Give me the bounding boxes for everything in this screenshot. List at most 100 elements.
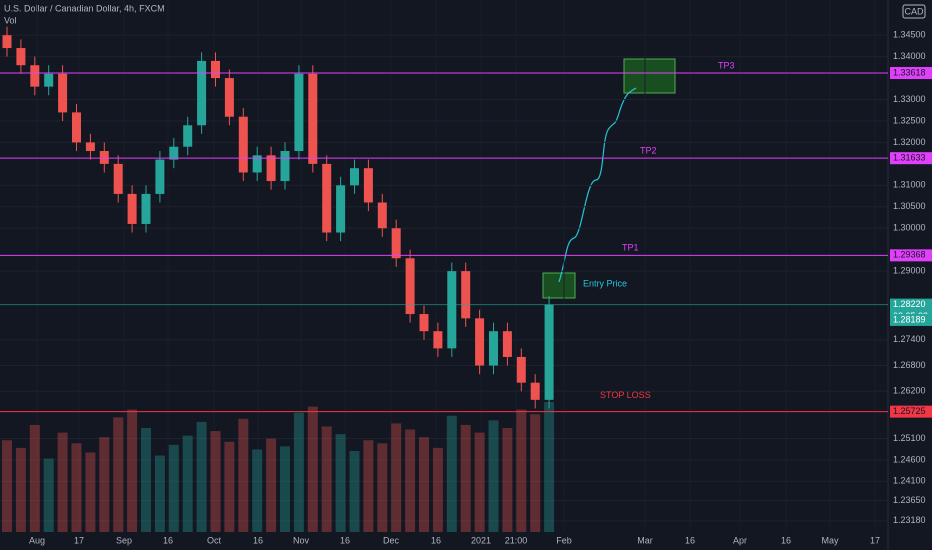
volume-bar bbox=[71, 443, 82, 532]
candle-body bbox=[350, 168, 359, 186]
candle-body bbox=[252, 155, 262, 173]
volume-bar bbox=[99, 437, 110, 532]
level-price: 1.25725 bbox=[893, 406, 926, 416]
candle-body bbox=[544, 304, 554, 400]
candle-body bbox=[127, 193, 137, 224]
candle-body bbox=[363, 168, 373, 203]
level-name: TP2 bbox=[640, 146, 657, 156]
candle-body bbox=[336, 185, 346, 233]
y-tick-label: 1.32000 bbox=[893, 137, 926, 147]
volume-bar bbox=[266, 438, 277, 532]
x-tick-label: 17 bbox=[74, 535, 84, 545]
y-tick-label: 1.33000 bbox=[893, 94, 926, 104]
x-tick-label: Feb bbox=[556, 535, 572, 545]
level-name: TP3 bbox=[718, 60, 735, 70]
volume-bar bbox=[488, 420, 499, 532]
candle-body bbox=[155, 159, 165, 194]
volume-bar bbox=[419, 437, 429, 532]
x-tick-label: Sep bbox=[116, 535, 132, 545]
x-tick-label: Nov bbox=[293, 535, 310, 545]
level-price: 1.29368 bbox=[893, 250, 926, 260]
volume-bar bbox=[141, 428, 151, 532]
volume-bar bbox=[432, 447, 443, 532]
volume-bar bbox=[85, 452, 96, 532]
bid-badge bbox=[890, 313, 932, 326]
x-tick-label: Mar bbox=[637, 535, 653, 545]
level-price: 1.33618 bbox=[893, 67, 926, 77]
candle-body bbox=[141, 193, 151, 224]
volume-bar bbox=[502, 428, 513, 532]
volume-bar bbox=[530, 414, 541, 532]
tp3-box bbox=[623, 58, 676, 94]
x-tick-label: Oct bbox=[207, 535, 222, 545]
level-badge bbox=[890, 249, 932, 262]
candle-body bbox=[516, 356, 526, 383]
candle-body bbox=[447, 271, 457, 349]
volume-bar bbox=[293, 412, 304, 532]
candle-body bbox=[308, 73, 318, 164]
x-tick-label: 16 bbox=[163, 535, 173, 545]
level-badge bbox=[890, 152, 932, 165]
candle-body bbox=[280, 151, 290, 182]
volume-bar bbox=[224, 441, 235, 532]
candle-body bbox=[16, 48, 26, 66]
volume-label: Vol bbox=[4, 15, 17, 25]
candle-body bbox=[489, 331, 498, 366]
y-tick-label: 1.26800 bbox=[893, 360, 926, 370]
volume-bar bbox=[252, 449, 263, 532]
currency[interactable]: CAD bbox=[904, 6, 924, 16]
volume-bar bbox=[405, 429, 416, 532]
volume-bar bbox=[460, 424, 471, 532]
candle-body bbox=[30, 65, 40, 87]
volume-bar bbox=[29, 424, 40, 532]
level-name: TP1 bbox=[622, 243, 639, 253]
level-badge bbox=[890, 67, 932, 80]
level-name: STOP LOSS bbox=[600, 390, 651, 400]
candle-body bbox=[211, 60, 220, 79]
volume-bar bbox=[446, 415, 457, 532]
volume-bar bbox=[113, 417, 124, 532]
volume-bar bbox=[238, 418, 249, 532]
y-tick-label: 1.34000 bbox=[893, 51, 926, 61]
x-tick-label: Dec bbox=[383, 535, 400, 545]
candle-body bbox=[266, 155, 276, 182]
volume-bar bbox=[544, 402, 555, 532]
projection-path bbox=[558, 87, 637, 283]
y-tick-label: 1.34500 bbox=[893, 30, 926, 40]
volume-bar bbox=[154, 455, 165, 532]
volume-bar bbox=[57, 432, 68, 532]
volume-bar bbox=[182, 435, 193, 532]
candle-body bbox=[405, 258, 415, 315]
volume-bar bbox=[474, 432, 485, 532]
volume-bar bbox=[43, 458, 54, 532]
volume-bar bbox=[2, 440, 12, 532]
volume-bar bbox=[168, 444, 179, 532]
y-tick-label: 1.31000 bbox=[893, 180, 926, 190]
volume-bar bbox=[280, 446, 290, 532]
bid-price: 1.28189 bbox=[893, 314, 926, 324]
volume-bar bbox=[349, 450, 360, 532]
y-tick-label: 1.23650 bbox=[893, 495, 926, 505]
y-tick-label: 1.29000 bbox=[893, 266, 926, 276]
candle-body bbox=[2, 35, 12, 49]
chart-title: U.S. Dollar / Canadian Dollar, 4h, FXCM bbox=[4, 3, 165, 13]
y-tick-label: 1.26200 bbox=[893, 386, 926, 396]
y-tick-label: 1.25100 bbox=[893, 433, 926, 443]
volume-bar bbox=[321, 426, 332, 532]
candle-body bbox=[322, 163, 332, 233]
candle-body bbox=[530, 382, 540, 400]
candle-body bbox=[183, 125, 193, 147]
candle-body bbox=[502, 331, 512, 357]
y-tick-label: 1.24600 bbox=[893, 454, 926, 464]
level-price: 1.31633 bbox=[893, 153, 926, 163]
currency-box[interactable] bbox=[902, 4, 926, 19]
x-tick-label: 16 bbox=[685, 535, 695, 545]
x-tick-label: 16 bbox=[340, 535, 350, 545]
x-tick-label: 16 bbox=[253, 535, 263, 545]
volume-bar bbox=[391, 423, 402, 532]
x-tick-label: May bbox=[821, 535, 839, 545]
y-tick-label: 1.30500 bbox=[893, 201, 926, 211]
candle-body bbox=[58, 73, 68, 113]
volume-bar bbox=[15, 447, 26, 532]
